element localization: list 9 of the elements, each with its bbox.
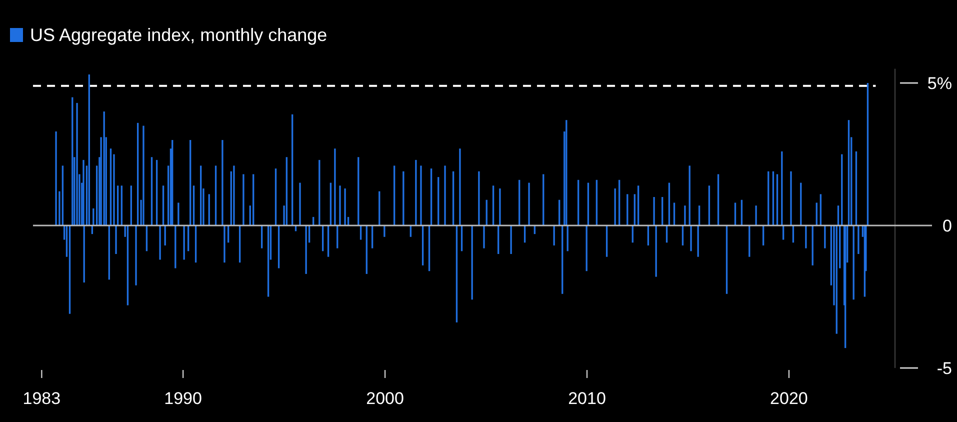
- x-tick-label: 1990: [164, 389, 202, 408]
- y-tick-label: -5: [936, 358, 952, 378]
- x-tick-label: 2010: [568, 389, 606, 408]
- x-tick-label: 1983: [22, 389, 61, 408]
- x-tick-label: 2000: [366, 389, 404, 408]
- legend-label: US Aggregate index, monthly change: [30, 25, 328, 45]
- y-tick-label: 0: [942, 216, 952, 236]
- y-tick-label: 5%: [927, 74, 952, 93]
- x-tick-label: 2020: [770, 389, 808, 408]
